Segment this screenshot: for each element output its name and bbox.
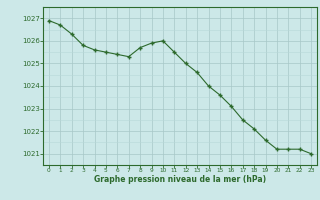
X-axis label: Graphe pression niveau de la mer (hPa): Graphe pression niveau de la mer (hPa) [94,175,266,184]
